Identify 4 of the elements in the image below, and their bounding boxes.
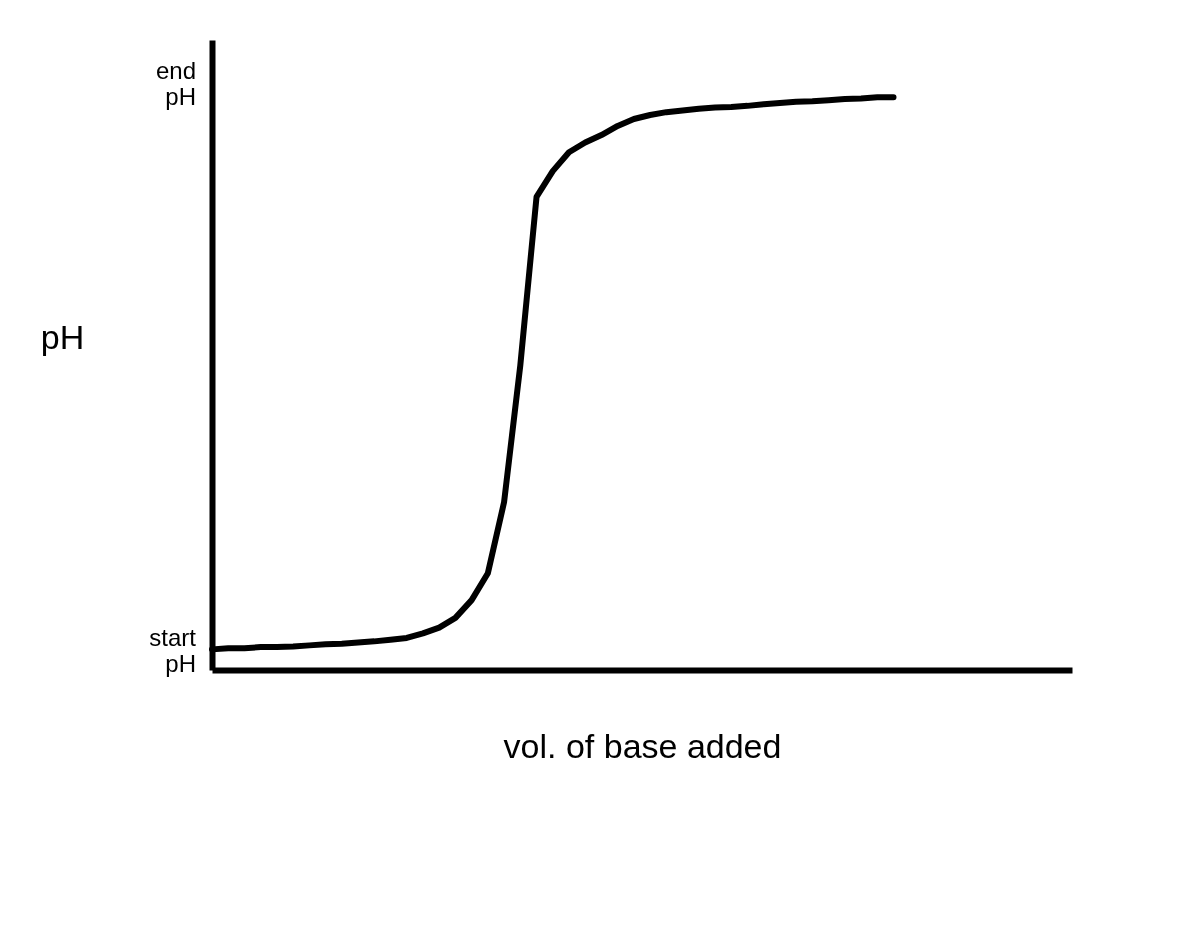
y-axis-title: pH [40,317,85,356]
x-axis-title: vol. of base added [503,726,782,765]
text: end pH [155,56,196,110]
text: start pH [149,623,197,677]
